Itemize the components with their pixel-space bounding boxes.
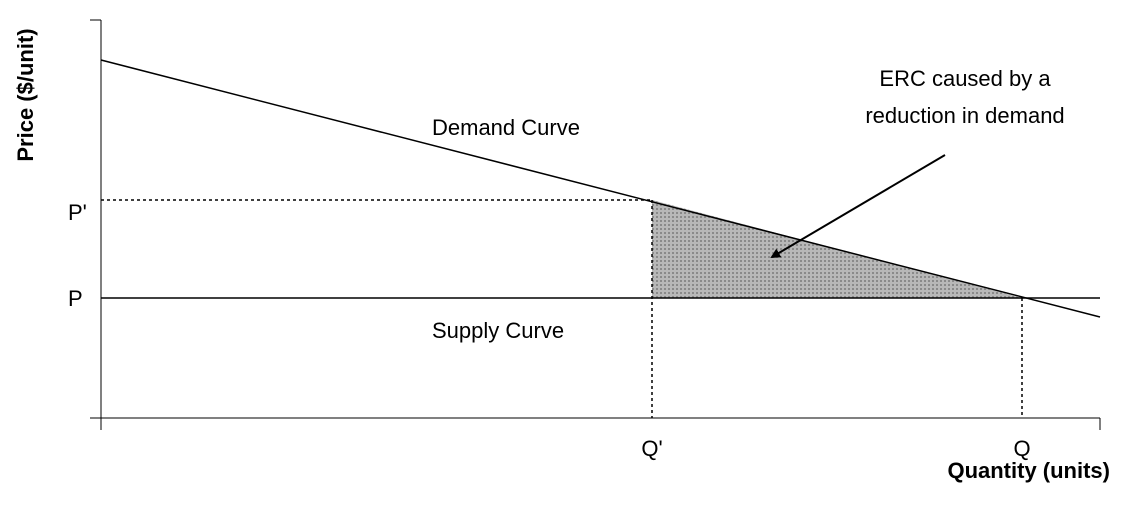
- y-tick-label: P': [68, 200, 87, 225]
- x-axis-label: Quantity (units): [947, 458, 1110, 483]
- x-tick-label: Q: [1013, 436, 1030, 461]
- annotation: ERC caused by a: [879, 66, 1051, 91]
- curve-label: Supply Curve: [432, 318, 564, 343]
- y-axis-label: Price ($/unit): [13, 28, 38, 161]
- x-tick-label: Q': [641, 436, 662, 461]
- y-tick-label: P: [68, 286, 83, 311]
- annotation-arrow: [770, 154, 946, 259]
- demand-curve: [100, 59, 1101, 318]
- curve-label: Demand Curve: [432, 115, 580, 140]
- annotation: reduction in demand: [865, 103, 1064, 128]
